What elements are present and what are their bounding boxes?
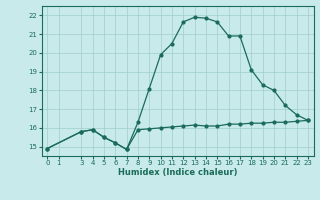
X-axis label: Humidex (Indice chaleur): Humidex (Indice chaleur) (118, 168, 237, 177)
